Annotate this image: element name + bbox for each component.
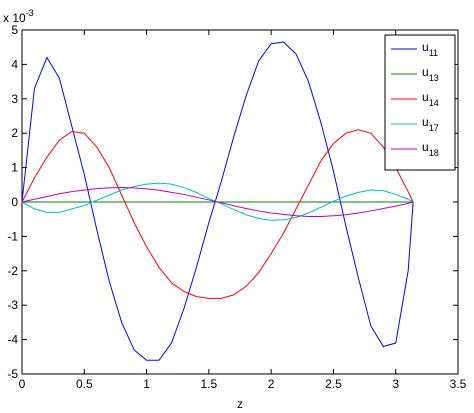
legend-label: u11 (422, 40, 438, 58)
y-tick-label: -5 (7, 367, 18, 381)
series-line (21, 129, 414, 299)
legend-label: u14 (422, 90, 439, 108)
y-tick-label: 1 (11, 161, 18, 175)
legend-name: u (422, 140, 429, 154)
x-tick-label: 0 (19, 377, 26, 391)
legend-subscript: 18 (429, 148, 439, 158)
x-tick-label: 3 (392, 377, 399, 391)
legend-subscript: 11 (429, 48, 438, 58)
legend-name: u (422, 115, 429, 129)
y-tick-label: 0 (11, 195, 18, 209)
y-tick-label: 4 (11, 57, 18, 71)
x-axis-label: z (237, 397, 243, 411)
legend-label: u17 (422, 115, 439, 133)
legend-subscript: 14 (429, 98, 439, 108)
y-tick-label: -2 (7, 264, 18, 278)
y-tick-label: -3 (7, 298, 18, 312)
x-tick-label: 3.5 (450, 377, 467, 391)
x-tick-label: 2 (268, 377, 275, 391)
legend-name: u (422, 40, 429, 54)
series-line (21, 41, 414, 361)
legend-box (384, 34, 456, 171)
x-tick-label: 2.5 (325, 377, 342, 391)
series-line (21, 182, 414, 221)
legend-subscript: 13 (429, 73, 439, 83)
legend-label: u13 (422, 65, 439, 83)
x-tick-label: 0.5 (76, 377, 93, 391)
y-tick-label: -4 (7, 333, 18, 347)
legend-label: u18 (422, 140, 439, 158)
y-multiplier: x 10-3 (3, 8, 34, 25)
legend-subscript: 17 (429, 123, 439, 133)
x-tick-label: 1.5 (201, 377, 218, 391)
y-tick-label: 2 (11, 126, 18, 140)
y-tick-label: 3 (11, 92, 18, 106)
x-tick-label: 1 (143, 377, 150, 391)
y-tick-label: -1 (7, 229, 18, 243)
legend-name: u (422, 65, 429, 79)
series-line (21, 187, 414, 217)
legend-name: u (422, 90, 429, 104)
y-tick-label: 5 (11, 23, 18, 37)
